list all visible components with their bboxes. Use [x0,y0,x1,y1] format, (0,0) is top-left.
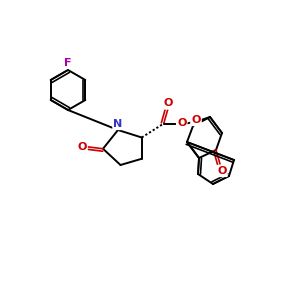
Text: O: O [217,166,227,176]
Text: N: N [113,119,123,129]
Text: O: O [163,98,172,109]
Text: F: F [64,58,72,68]
Text: O: O [77,142,87,152]
Text: O: O [177,118,186,128]
Text: O: O [191,115,201,125]
